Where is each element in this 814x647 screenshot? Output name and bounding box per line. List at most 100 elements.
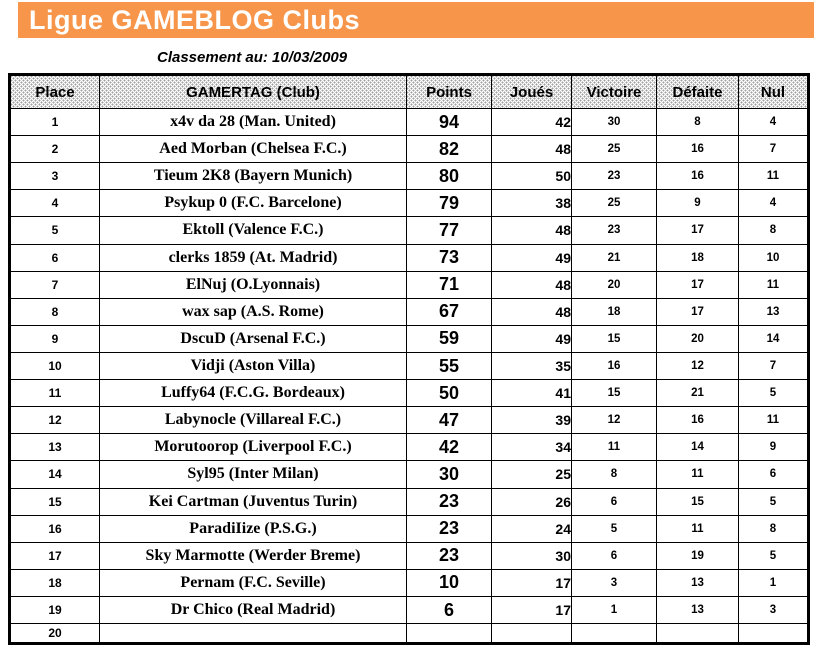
victoire-cell: 1 [571,595,657,625]
defaite-cell [656,623,739,644]
table-row: 4 Psykup 0 (F.C. Barcelone) 79 38 25 9 4 [9,189,809,218]
place-cell: 17 [9,541,100,570]
joues-cell: 17 [491,595,572,625]
table-row: 7 ElNuj (O.Lyonnais) 71 48 20 17 11 [9,270,809,299]
victoire-cell: 21 [571,243,657,272]
victoire-cell: 23 [571,216,657,245]
place-cell: 8 [9,297,100,326]
points-cell: 67 [406,297,492,326]
gamertag-cell: Sky Marmotte (Werder Breme) [99,541,407,570]
victoire-cell: 25 [571,189,657,218]
joues-cell: 50 [491,162,572,191]
place-cell: 19 [9,595,100,625]
gamertag-cell: Morutoorop (Liverpool F.C.) [99,433,407,462]
table-row: 6 clerks 1859 (At. Madrid) 73 49 21 18 10 [9,243,809,272]
page-title: Ligue GAMEBLOG Clubs [29,4,360,35]
defaite-cell: 15 [656,487,739,516]
table-row: 15 Kei Cartman (Juventus Turin) 23 26 6 15 5 [9,487,809,516]
gamertag-cell: Psykup 0 (F.C. Barcelone) [99,189,407,218]
gamertag-cell: Luffy64 (F.C.G. Bordeaux) [99,379,407,408]
table-row: 20 [9,623,809,644]
header-points: Points [406,74,492,109]
joues-cell: 38 [491,189,572,218]
points-cell: 50 [406,379,492,408]
nul-cell: 10 [738,243,809,272]
points-cell: 71 [406,270,492,299]
place-cell: 14 [9,460,100,489]
victoire-cell: 8 [571,460,657,489]
gamertag-cell: Syl95 (Inter Milan) [99,460,407,489]
table-row: 19 Dr Chico (Real Madrid) 6 17 1 13 3 [9,595,809,625]
place-cell: 13 [9,433,100,462]
nul-cell: 8 [738,216,809,245]
joues-cell: 30 [491,541,572,570]
defaite-cell: 16 [656,162,739,191]
gamertag-cell: Pernam (F.C. Seville) [99,568,407,597]
table-row: 8 wax sap (A.S. Rome) 67 48 18 17 13 [9,297,809,326]
joues-cell: 17 [491,568,572,597]
table-row: 14 Syl95 (Inter Milan) 30 25 8 11 6 [9,460,809,489]
points-cell: 82 [406,135,492,164]
place-cell: 1 [9,107,100,137]
nul-cell: 7 [738,135,809,164]
place-cell: 6 [9,243,100,272]
gamertag-cell: Tieum 2K8 (Bayern Munich) [99,162,407,191]
nul-cell: 7 [738,351,809,381]
nul-cell: 14 [738,324,809,353]
joues-cell [491,623,572,644]
joues-cell: 24 [491,514,572,543]
victoire-cell: 15 [571,379,657,408]
header-defaite: Défaite [656,74,739,109]
defaite-cell: 21 [656,379,739,408]
table-row: 18 Pernam (F.C. Seville) 10 17 3 13 1 [9,568,809,597]
points-cell: 23 [406,541,492,570]
victoire-cell: 25 [571,135,657,164]
defaite-cell: 16 [656,406,739,435]
table-row: 2 Aed Morban (Chelsea F.C.) 82 48 25 16 7 [9,135,809,164]
place-cell: 3 [9,162,100,191]
nul-cell: 6 [738,460,809,489]
defaite-cell: 19 [656,541,739,570]
joues-cell: 48 [491,135,572,164]
points-cell: 42 [406,433,492,462]
place-cell: 16 [9,514,100,543]
victoire-cell: 12 [571,406,657,435]
nul-cell: 5 [738,541,809,570]
defaite-cell: 11 [656,514,739,543]
points-cell: 23 [406,514,492,543]
points-cell: 94 [406,107,492,137]
joues-cell: 26 [491,487,572,516]
victoire-cell: 18 [571,297,657,326]
gamertag-cell: clerks 1859 (At. Madrid) [99,243,407,272]
table-row: 3 Tieum 2K8 (Bayern Munich) 80 50 23 16 11 [9,162,809,191]
defaite-cell: 14 [656,433,739,462]
points-cell: 55 [406,351,492,381]
header-nul: Nul [738,74,809,109]
place-cell: 20 [9,623,100,644]
joues-cell: 48 [491,297,572,326]
table-row: 11 Luffy64 (F.C.G. Bordeaux) 50 41 15 21 5 [9,379,809,408]
gamertag-cell: Labynocle (Villareal F.C.) [99,406,407,435]
defaite-cell: 9 [656,189,739,218]
joues-cell: 48 [491,270,572,299]
gamertag-cell: Aed Morban (Chelsea F.C.) [99,135,407,164]
victoire-cell [571,623,657,644]
joues-cell: 41 [491,379,572,408]
defaite-cell: 16 [656,135,739,164]
place-cell: 4 [9,189,100,218]
place-cell: 12 [9,406,100,435]
points-cell: 10 [406,568,492,597]
gamertag-cell: ElNuj (O.Lyonnais) [99,270,407,299]
defaite-cell: 17 [656,216,739,245]
nul-cell: 8 [738,514,809,543]
points-cell: 59 [406,324,492,353]
defaite-cell: 11 [656,460,739,489]
nul-cell [738,623,809,644]
league-banner: Ligue GAMEBLOG Clubs [18,2,814,38]
points-cell: 30 [406,460,492,489]
points-cell: 23 [406,487,492,516]
defaite-cell: 17 [656,270,739,299]
defaite-cell: 13 [656,595,739,625]
nul-cell: 3 [738,595,809,625]
points-cell: 80 [406,162,492,191]
